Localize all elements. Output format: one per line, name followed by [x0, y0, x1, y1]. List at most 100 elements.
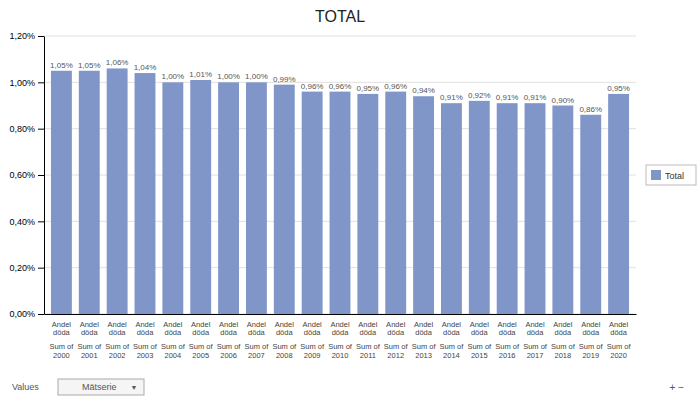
x-tick: AndeldödaSum of2006: [217, 314, 242, 360]
x-tick: AndeldödaSum of2004: [161, 314, 186, 360]
x-tick: AndeldödaSum of2008: [272, 314, 297, 360]
data-label: 0,91%: [440, 93, 463, 102]
x-tick-label-line: 2001: [81, 351, 98, 360]
x-tick-label-line: döda: [220, 328, 238, 337]
data-label: 1,00%: [217, 72, 240, 81]
x-tick-label-line: döda: [192, 328, 210, 337]
x-tick-label-line: 2000: [53, 351, 70, 360]
x-tick: AndeldödaSum of2015: [467, 314, 492, 360]
x-tick-label-line: döda: [527, 328, 545, 337]
x-tick-label: AndeldödaSum of2003: [133, 320, 158, 360]
x-tick: AndeldödaSum of2003: [133, 314, 158, 360]
x-tick-label: AndeldödaSum of2002: [105, 320, 130, 360]
x-tick-label-line: döda: [443, 328, 461, 337]
data-label: 1,00%: [245, 72, 268, 81]
bar: [302, 92, 323, 314]
x-tick-label: AndeldödaSum of2000: [50, 320, 75, 360]
y-tick-label: 0,40%: [9, 217, 35, 227]
grid: [44, 36, 636, 314]
x-tick-label-line: döda: [165, 328, 183, 337]
bar: [330, 92, 351, 314]
data-label: 0,90%: [552, 96, 575, 105]
x-tick-label-line: 2009: [304, 351, 321, 360]
x-tick: AndeldödaSum of2012: [384, 314, 409, 360]
x-tick-label-line: 2012: [387, 351, 404, 360]
filter-bar: ValuesMätserie▼+ −: [12, 379, 684, 395]
x-tick-label: AndeldödaSum of2020: [607, 320, 632, 360]
y-axis-line: [44, 37, 45, 315]
x-tick-label-line: döda: [582, 328, 600, 337]
filter-box: [58, 379, 144, 395]
x-tick-label-line: 2019: [582, 351, 599, 360]
x-tick-label: AndeldödaSum of2008: [272, 320, 297, 360]
x-axis: AndeldödaSum of2000AndeldödaSum of2001An…: [45, 314, 637, 360]
bar: [413, 96, 434, 314]
bar: [246, 82, 267, 314]
x-tick-label-line: döda: [332, 328, 350, 337]
bar: [441, 103, 462, 314]
x-tick-label-line: 2003: [137, 351, 154, 360]
data-labels: 1,05%1,05%1,06%1,04%1,00%1,01%1,00%1,00%…: [50, 58, 630, 113]
x-tick-label-line: 2014: [443, 351, 460, 360]
y-axis: 0,00%0,20%0,40%0,60%0,80%1,00%1,20%: [9, 31, 44, 319]
title: TOTAL: [315, 8, 365, 25]
bar: [190, 80, 211, 314]
y-tick-mark: [38, 129, 44, 130]
x-tick-label: AndeldödaSum of2018: [551, 320, 576, 360]
bar: [218, 82, 239, 314]
x-tick: AndeldödaSum of2001: [77, 314, 102, 360]
bar: [469, 101, 490, 314]
x-tick-label-line: döda: [53, 328, 71, 337]
x-tick-label-line: 2002: [109, 351, 126, 360]
data-label: 0,95%: [607, 84, 630, 93]
x-tick-label-line: döda: [555, 328, 573, 337]
x-tick-label: AndeldödaSum of2012: [384, 320, 409, 360]
x-tick-label-line: 2006: [220, 351, 237, 360]
y-tick-mark: [38, 314, 44, 315]
data-label: 1,05%: [78, 61, 101, 70]
y-tick: 0,20%: [9, 263, 44, 273]
y-tick-mark: [38, 36, 44, 37]
x-tick: AndeldödaSum of2014: [440, 314, 465, 360]
bar: [608, 94, 629, 314]
x-tick: AndeldödaSum of2005: [189, 314, 214, 360]
x-tick-label-line: 2018: [555, 351, 572, 360]
x-tick: AndeldödaSum of2007: [245, 314, 270, 360]
bar: [107, 68, 128, 314]
x-tick: AndeldödaSum of2019: [579, 314, 604, 360]
y-tick: 0,60%: [9, 170, 44, 180]
x-tick: AndeldödaSum of2016: [495, 314, 520, 360]
data-label: 0,91%: [524, 93, 547, 102]
bar: [162, 82, 183, 314]
grid-line: [44, 36, 636, 37]
legend-swatch: [651, 170, 661, 180]
data-label: 0,86%: [579, 105, 602, 114]
data-label: 1,01%: [189, 70, 212, 79]
y-tick: 0,40%: [9, 217, 44, 227]
x-tick-label-line: 2004: [165, 351, 182, 360]
x-tick-label-line: döda: [248, 328, 266, 337]
y-tick-label: 1,00%: [9, 78, 35, 88]
bar: [385, 92, 406, 314]
data-label: 1,05%: [50, 61, 73, 70]
annotation: + −: [670, 382, 685, 393]
bar: [135, 73, 156, 314]
data-label: 0,96%: [384, 82, 407, 91]
x-tick-label-line: 2007: [248, 351, 265, 360]
x-tick-label-line: döda: [81, 328, 99, 337]
x-tick-label-line: 2013: [415, 351, 432, 360]
y-tick-mark: [38, 221, 44, 222]
x-tick-label-line: döda: [387, 328, 405, 337]
x-tick: AndeldödaSum of2000: [50, 314, 75, 360]
x-tick: AndeldödaSum of2009: [300, 314, 325, 360]
data-label: 1,06%: [106, 58, 129, 67]
y-tick: 1,20%: [9, 31, 44, 41]
data-label: 0,96%: [301, 82, 324, 91]
y-tick: 0,80%: [9, 124, 44, 134]
x-tick-label: AndeldödaSum of2017: [523, 320, 548, 360]
bars: [51, 68, 629, 314]
x-tick-label: AndeldödaSum of2006: [217, 320, 242, 360]
x-tick-label-line: döda: [360, 328, 378, 337]
chart: 1,05%1,05%1,06%1,04%1,00%1,01%1,00%1,00%…: [0, 0, 700, 398]
x-tick-label: AndeldödaSum of2013: [412, 320, 437, 360]
